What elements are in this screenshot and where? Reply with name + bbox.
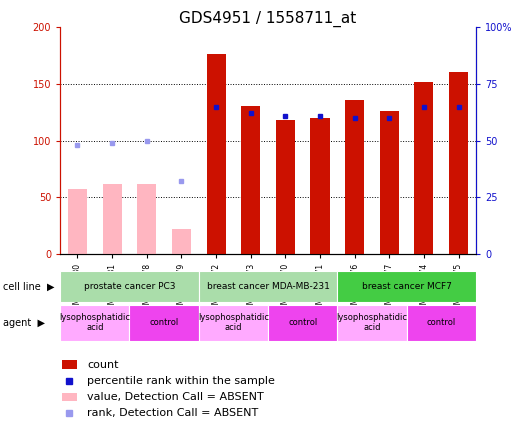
Bar	[276, 120, 295, 254]
Text: value, Detection Call = ABSENT: value, Detection Call = ABSENT	[87, 392, 264, 402]
Text: lysophosphatidic
acid: lysophosphatidic acid	[336, 313, 407, 332]
Text: cell line  ▶: cell line ▶	[3, 282, 54, 291]
Text: control: control	[288, 318, 317, 327]
Text: breast cancer MDA-MB-231: breast cancer MDA-MB-231	[207, 282, 329, 291]
Text: count: count	[87, 360, 119, 370]
Bar	[414, 82, 434, 254]
Bar	[337, 305, 407, 341]
Text: breast cancer MCF7: breast cancer MCF7	[362, 282, 451, 291]
Bar	[199, 271, 337, 302]
Bar	[268, 305, 337, 341]
Text: rank, Detection Call = ABSENT: rank, Detection Call = ABSENT	[87, 408, 258, 418]
Text: percentile rank within the sample: percentile rank within the sample	[87, 376, 275, 386]
Bar	[172, 229, 191, 254]
Text: prostate cancer PC3: prostate cancer PC3	[84, 282, 175, 291]
Bar	[345, 100, 364, 254]
Bar	[60, 305, 129, 341]
Bar	[60, 271, 199, 302]
Bar	[207, 54, 225, 254]
Bar	[241, 106, 260, 254]
Bar	[407, 305, 476, 341]
Bar	[68, 190, 87, 254]
Text: lysophosphatidic
acid: lysophosphatidic acid	[59, 313, 130, 332]
Text: agent  ▶: agent ▶	[3, 318, 44, 327]
Bar	[103, 184, 122, 254]
Text: control: control	[150, 318, 179, 327]
Bar	[62, 393, 77, 401]
Bar	[380, 111, 399, 254]
Title: GDS4951 / 1558711_at: GDS4951 / 1558711_at	[179, 11, 357, 27]
Bar	[449, 71, 468, 254]
Text: control: control	[427, 318, 456, 327]
Bar	[137, 184, 156, 254]
Bar	[62, 360, 77, 369]
Bar	[199, 305, 268, 341]
Bar	[129, 305, 199, 341]
Bar	[311, 118, 329, 254]
Bar	[337, 271, 476, 302]
Text: lysophosphatidic
acid: lysophosphatidic acid	[198, 313, 269, 332]
